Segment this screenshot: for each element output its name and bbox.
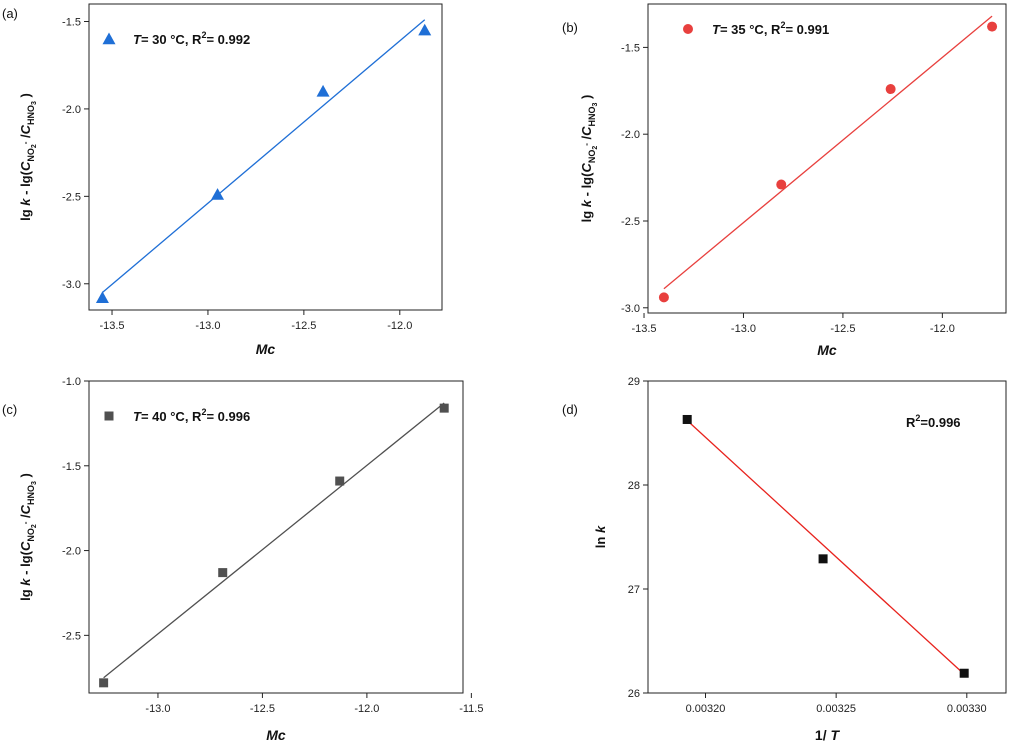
x-tick-label: -12.5 xyxy=(830,323,855,335)
chart-panel-b: (b) -13.5 -13.0 -12.5 -12.0 -3.0 -2.5 -2.0 -1.5 M… xyxy=(562,3,1007,358)
y-tick-label: 29 xyxy=(628,376,640,388)
legend-label: T= 35 °C, R2= 0.991 xyxy=(712,20,829,37)
data-point xyxy=(818,554,828,564)
x-tick-label: -12.0 xyxy=(387,320,412,332)
x-tick-label: 0.00320 xyxy=(686,703,726,715)
y-axis-title: ln k xyxy=(593,525,608,548)
y-tick-label: -1.5 xyxy=(62,461,81,473)
x-tick-label: -12.0 xyxy=(930,323,955,335)
y-tick-label: -1.5 xyxy=(62,16,81,28)
y-tick-label: -2.0 xyxy=(62,546,81,558)
x-axis-title: Mc xyxy=(266,727,286,743)
plot-frame xyxy=(647,3,1007,314)
y-tick-label: -2.5 xyxy=(62,630,81,642)
x-axis-title: Mc xyxy=(256,341,276,357)
y-tick-label: 26 xyxy=(628,688,640,700)
chart-panel-a: (a) -13.5 -13.0 -12.5 -12.0 -3.0 -2.5 -2.0 -1.5 M… xyxy=(2,3,443,357)
y-tick-label: -2.5 xyxy=(62,191,81,203)
panel-label: (c) xyxy=(2,402,17,417)
data-point xyxy=(959,668,969,678)
x-tick-label: -13.0 xyxy=(145,703,170,715)
chart-panel-d: (d) 0.00320 0.00325 0.00330 26 27 28 29 1/ T ln k… xyxy=(562,376,1007,743)
fit-line xyxy=(103,402,445,679)
x-tick-label: -13.0 xyxy=(195,320,220,332)
x-tick-label: 0.00325 xyxy=(816,703,856,715)
legend-label: R2=0.996 xyxy=(906,413,961,430)
data-point xyxy=(658,292,669,303)
x-tick-label: -12.0 xyxy=(354,703,379,715)
x-tick-label: -13.5 xyxy=(99,320,124,332)
panel-label: (d) xyxy=(562,402,578,417)
fit-line xyxy=(102,19,426,294)
data-point xyxy=(218,568,228,578)
data-point xyxy=(885,84,896,95)
x-tick-label: 0.00330 xyxy=(947,703,987,715)
plot-frame xyxy=(647,380,1007,694)
y-tick-label: -1.5 xyxy=(621,42,640,54)
y-tick-label: 28 xyxy=(628,480,640,492)
y-tick-label: -2.5 xyxy=(621,216,640,228)
data-point xyxy=(211,188,225,200)
data-point xyxy=(987,21,998,32)
y-tick-label: -2.0 xyxy=(62,104,81,116)
x-axis-title: Mc xyxy=(817,342,837,358)
data-point xyxy=(439,403,449,413)
y-axis-title: lg k - lg(CNO2- /CHNO3 ) xyxy=(18,93,38,221)
data-point xyxy=(418,23,432,36)
y-tick-label: -2.0 xyxy=(621,129,640,141)
y-tick-label: -3.0 xyxy=(621,303,640,315)
x-tick-label: -12.5 xyxy=(250,703,275,715)
fit-line xyxy=(663,15,993,290)
data-point xyxy=(776,179,787,190)
panel-label: (a) xyxy=(2,6,18,21)
y-tick-label: -1.0 xyxy=(62,376,81,388)
legend-label: T= 40 °C, R2= 0.996 xyxy=(133,407,250,424)
legend-marker xyxy=(102,32,116,45)
x-tick-label: -12.5 xyxy=(291,320,316,332)
x-axis-title: 1/ T xyxy=(815,727,841,743)
legend-marker xyxy=(104,411,114,421)
legend-label: T= 30 °C, R2= 0.992 xyxy=(133,30,250,47)
data-point xyxy=(682,414,692,424)
x-tick-label: -13.0 xyxy=(731,323,756,335)
data-point xyxy=(95,291,109,303)
data-point xyxy=(99,678,109,688)
x-tick-label: -13.5 xyxy=(631,323,656,335)
fit-line xyxy=(686,420,965,675)
data-point xyxy=(335,476,345,486)
data-point xyxy=(316,84,330,97)
y-axis-title: lg k - lg(CNO2- /CHNO3 ) xyxy=(579,95,599,223)
panel-label: (b) xyxy=(562,20,578,35)
y-axis-title: lg k - lg(CNO2- /CHNO3 ) xyxy=(18,473,38,601)
y-tick-label: 27 xyxy=(628,584,640,596)
y-tick-label: -3.0 xyxy=(62,279,81,291)
legend-marker xyxy=(683,24,693,34)
chart-panel-c: (c) -13.0 -12.5 -12.0 -11.5 -2.5 -2.0 -1.5 -1.0 M… xyxy=(2,376,483,743)
x-tick-label: -11.5 xyxy=(459,703,483,715)
plot-frame xyxy=(88,380,464,694)
plot-frame xyxy=(88,3,443,311)
